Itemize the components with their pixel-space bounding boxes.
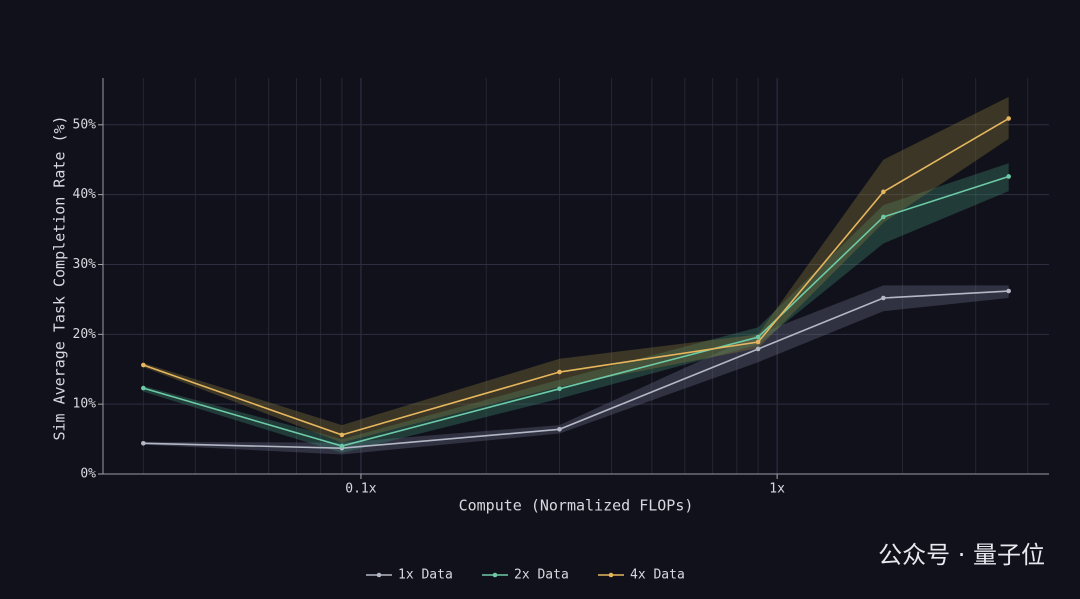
- legend-label: 1x Data: [398, 568, 453, 583]
- point: [755, 334, 761, 340]
- y-axis-label: Sim Average Task Completion Rate (%): [51, 115, 69, 440]
- point: [881, 295, 886, 301]
- point: [881, 189, 886, 195]
- point: [141, 362, 146, 368]
- point: [1006, 174, 1011, 179]
- point: [755, 346, 761, 352]
- y-tick-label: 20%: [73, 327, 97, 342]
- legend-marker: [492, 572, 498, 578]
- x-tick-label: 1x: [769, 482, 785, 497]
- y-tick-label: 30%: [73, 257, 97, 272]
- legend-label: 4x Data: [630, 568, 685, 583]
- point: [339, 443, 345, 449]
- point: [1006, 116, 1011, 121]
- point: [557, 427, 562, 432]
- y-tick-label: 40%: [73, 187, 97, 202]
- series-line: [143, 290, 1009, 449]
- point: [557, 386, 562, 392]
- point: [881, 214, 886, 220]
- point: [141, 385, 146, 391]
- x-axis-label: Compute (Normalized FLOPs): [459, 497, 694, 515]
- x-tick-label: 0.1x: [345, 482, 376, 497]
- point: [141, 440, 146, 446]
- y-tick-label: 0%: [80, 467, 96, 482]
- y-tick-label: 50%: [73, 117, 97, 132]
- watermark: 公众号 · 量子位: [878, 541, 1045, 569]
- confidence-band: [143, 163, 1009, 454]
- confidence-band: [143, 96, 1009, 443]
- point: [1006, 288, 1011, 294]
- y-tick-label: 10%: [73, 397, 97, 412]
- confidence-band: [143, 285, 1009, 455]
- point: [755, 339, 761, 345]
- series-line: [143, 117, 1010, 436]
- series-line: [143, 175, 1009, 447]
- legend-label: 2x Data: [514, 568, 569, 583]
- point: [339, 432, 345, 438]
- legend-marker: [608, 572, 614, 578]
- legend-marker: [376, 572, 382, 578]
- point: [557, 369, 562, 375]
